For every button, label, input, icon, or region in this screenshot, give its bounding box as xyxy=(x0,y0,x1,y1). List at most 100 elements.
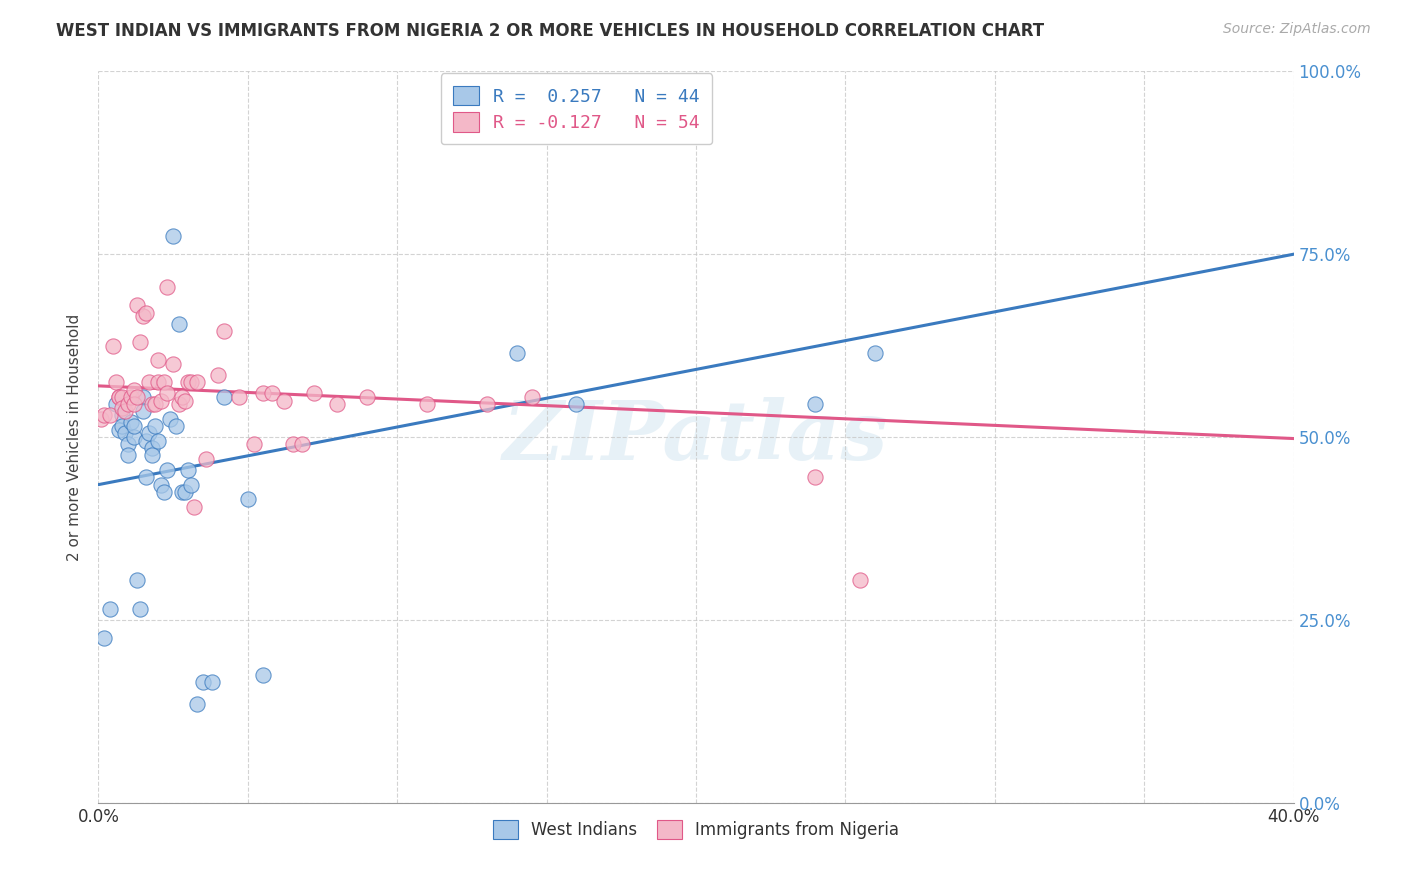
Point xyxy=(180,477,202,491)
Point xyxy=(804,470,827,484)
Point xyxy=(120,390,142,404)
Point xyxy=(124,430,146,444)
Point xyxy=(195,452,218,467)
Point xyxy=(186,697,208,711)
Point xyxy=(281,437,304,451)
Point xyxy=(105,397,128,411)
Point xyxy=(127,573,149,587)
Point xyxy=(114,404,136,418)
Point xyxy=(111,401,134,415)
Point xyxy=(132,310,155,324)
Point xyxy=(252,667,274,681)
Point xyxy=(177,463,200,477)
Point xyxy=(93,632,115,646)
Point xyxy=(326,397,349,411)
Point xyxy=(291,437,314,451)
Point xyxy=(228,390,250,404)
Point xyxy=(186,376,208,390)
Point xyxy=(105,376,128,390)
Point xyxy=(143,397,166,411)
Point xyxy=(174,393,197,408)
Point xyxy=(135,434,157,448)
Point xyxy=(212,324,235,338)
Point xyxy=(260,386,283,401)
Point xyxy=(506,346,529,360)
Point xyxy=(98,408,122,422)
Point xyxy=(148,376,170,390)
Point xyxy=(252,386,274,401)
Point xyxy=(117,397,139,411)
Point xyxy=(162,357,184,371)
Point xyxy=(201,675,224,690)
Point xyxy=(124,419,146,434)
Point xyxy=(124,397,146,411)
Point xyxy=(207,368,229,382)
Point xyxy=(191,675,214,690)
Point xyxy=(93,408,115,422)
Point xyxy=(111,419,134,434)
Point xyxy=(98,602,122,616)
Point xyxy=(141,397,163,411)
Point xyxy=(236,492,259,507)
Point xyxy=(565,397,588,411)
Point xyxy=(108,423,131,437)
Text: WEST INDIAN VS IMMIGRANTS FROM NIGERIA 2 OR MORE VEHICLES IN HOUSEHOLD CORRELATI: WEST INDIAN VS IMMIGRANTS FROM NIGERIA 2… xyxy=(56,22,1045,40)
Point xyxy=(356,390,378,404)
Point xyxy=(138,376,160,390)
Point xyxy=(138,426,160,441)
Point xyxy=(108,390,131,404)
Point xyxy=(117,437,139,451)
Point xyxy=(162,228,184,243)
Legend: West Indians, Immigrants from Nigeria: West Indians, Immigrants from Nigeria xyxy=(486,814,905,846)
Point xyxy=(111,390,134,404)
Point xyxy=(148,353,170,368)
Y-axis label: 2 or more Vehicles in Household: 2 or more Vehicles in Household xyxy=(67,313,83,561)
Point xyxy=(156,280,179,294)
Point xyxy=(159,412,181,426)
Point xyxy=(143,419,166,434)
Point xyxy=(302,386,325,401)
Point xyxy=(804,397,827,411)
Point xyxy=(114,426,136,441)
Point xyxy=(416,397,439,411)
Point xyxy=(156,386,179,401)
Text: ZIPatlas: ZIPatlas xyxy=(503,397,889,477)
Point xyxy=(520,390,543,404)
Point xyxy=(273,393,295,408)
Point xyxy=(177,376,200,390)
Point xyxy=(165,419,187,434)
Point xyxy=(141,448,163,462)
Point xyxy=(153,485,176,500)
Point xyxy=(127,298,149,312)
Point xyxy=(120,416,142,430)
Point xyxy=(108,390,131,404)
Point xyxy=(865,346,887,360)
Point xyxy=(90,412,112,426)
Point xyxy=(117,448,139,462)
Point xyxy=(180,376,202,390)
Point xyxy=(167,317,190,331)
Point xyxy=(153,376,176,390)
Point xyxy=(172,485,194,500)
Point xyxy=(135,470,157,484)
Point xyxy=(132,404,155,418)
Point xyxy=(150,477,173,491)
Point xyxy=(167,397,190,411)
Point xyxy=(135,306,157,320)
Point xyxy=(174,485,197,500)
Point xyxy=(141,441,163,455)
Point xyxy=(212,390,235,404)
Point xyxy=(475,397,498,411)
Point xyxy=(103,338,125,352)
Point xyxy=(148,434,170,448)
Point xyxy=(243,437,266,451)
Point xyxy=(183,500,205,514)
Point xyxy=(150,393,173,408)
Point xyxy=(156,463,179,477)
Point xyxy=(127,390,149,404)
Point xyxy=(129,602,152,616)
Point xyxy=(111,408,134,422)
Point xyxy=(132,390,155,404)
Text: Source: ZipAtlas.com: Source: ZipAtlas.com xyxy=(1223,22,1371,37)
Point xyxy=(172,390,194,404)
